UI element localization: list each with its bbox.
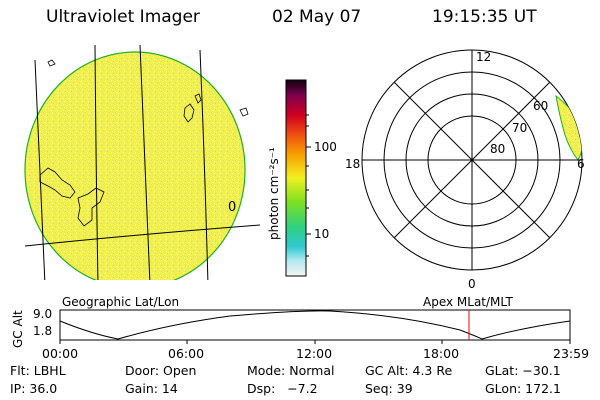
status-gain: Gain: 14 [125,381,178,396]
mlt-label-12: 12 [476,50,491,64]
meridian-label: 0 [228,200,236,215]
longitude-line [139,45,151,280]
x-tick-0000: 00:00 [42,346,78,361]
longitude-line [34,59,46,280]
colorbar-tick-100: 100 [314,140,337,154]
coastline [39,167,76,199]
polar-diagonal [393,81,551,239]
lat-label-80: 80 [490,142,505,156]
coastline [194,93,202,104]
mlt-label-0: 0 [468,277,476,291]
longitude-line [94,45,99,280]
lat-label-70: 70 [512,121,527,135]
altitude-ylabel: GC Alt [11,310,25,348]
instrument-title: Ultraviolet Imager [46,7,200,27]
geographic-map [24,45,260,280]
mlt-label-6: 6 [577,157,585,171]
status-gc-alt: GC Alt: 4.3 Re [365,363,453,378]
status-filter: Flt: LBHL [10,363,66,378]
x-tick-1200: 12:00 [296,346,332,361]
x-tick-1800: 18:00 [423,346,459,361]
status-door: Door: Open [125,363,197,378]
status-glat: GLat: −30.1 [485,363,561,378]
coastline [183,103,195,123]
coastline [47,59,56,67]
colorbar-tick-10: 10 [314,227,329,241]
coastline [77,187,105,227]
right-map-caption: Apex MLat/MLT [423,295,513,309]
longitude-line [199,49,209,280]
altitude-ytick-high: 9.0 [33,307,52,321]
color-bar [285,79,311,277]
lat-label-60: 60 [533,99,548,113]
altitude-plot [59,309,571,344]
altitude-curve [59,310,571,340]
status-ip: IP: 36.0 [10,381,58,396]
coastline [239,107,249,117]
date-label: 02 May 07 [272,7,362,27]
apex-polar-plot [361,49,583,271]
status-seq: Seq: 39 [365,381,413,396]
colorbar-unit-label: photon cm⁻²s⁻¹ [267,147,281,240]
latitude-line [24,224,260,247]
left-map-caption: Geographic Lat/Lon [62,295,179,309]
status-dsp: Dsp: −7.2 [247,381,318,396]
time-label: 19:15:35 UT [432,7,537,27]
x-tick-2359: 23:59 [553,346,589,361]
mlt-label-18: 18 [345,157,360,171]
status-mode: Mode: Normal [247,363,335,378]
altitude-ytick-low: 1.8 [33,324,52,338]
x-tick-0600: 06:00 [168,346,204,361]
status-glon: GLon: 172.1 [485,381,561,396]
uv-image-disk [24,51,246,280]
